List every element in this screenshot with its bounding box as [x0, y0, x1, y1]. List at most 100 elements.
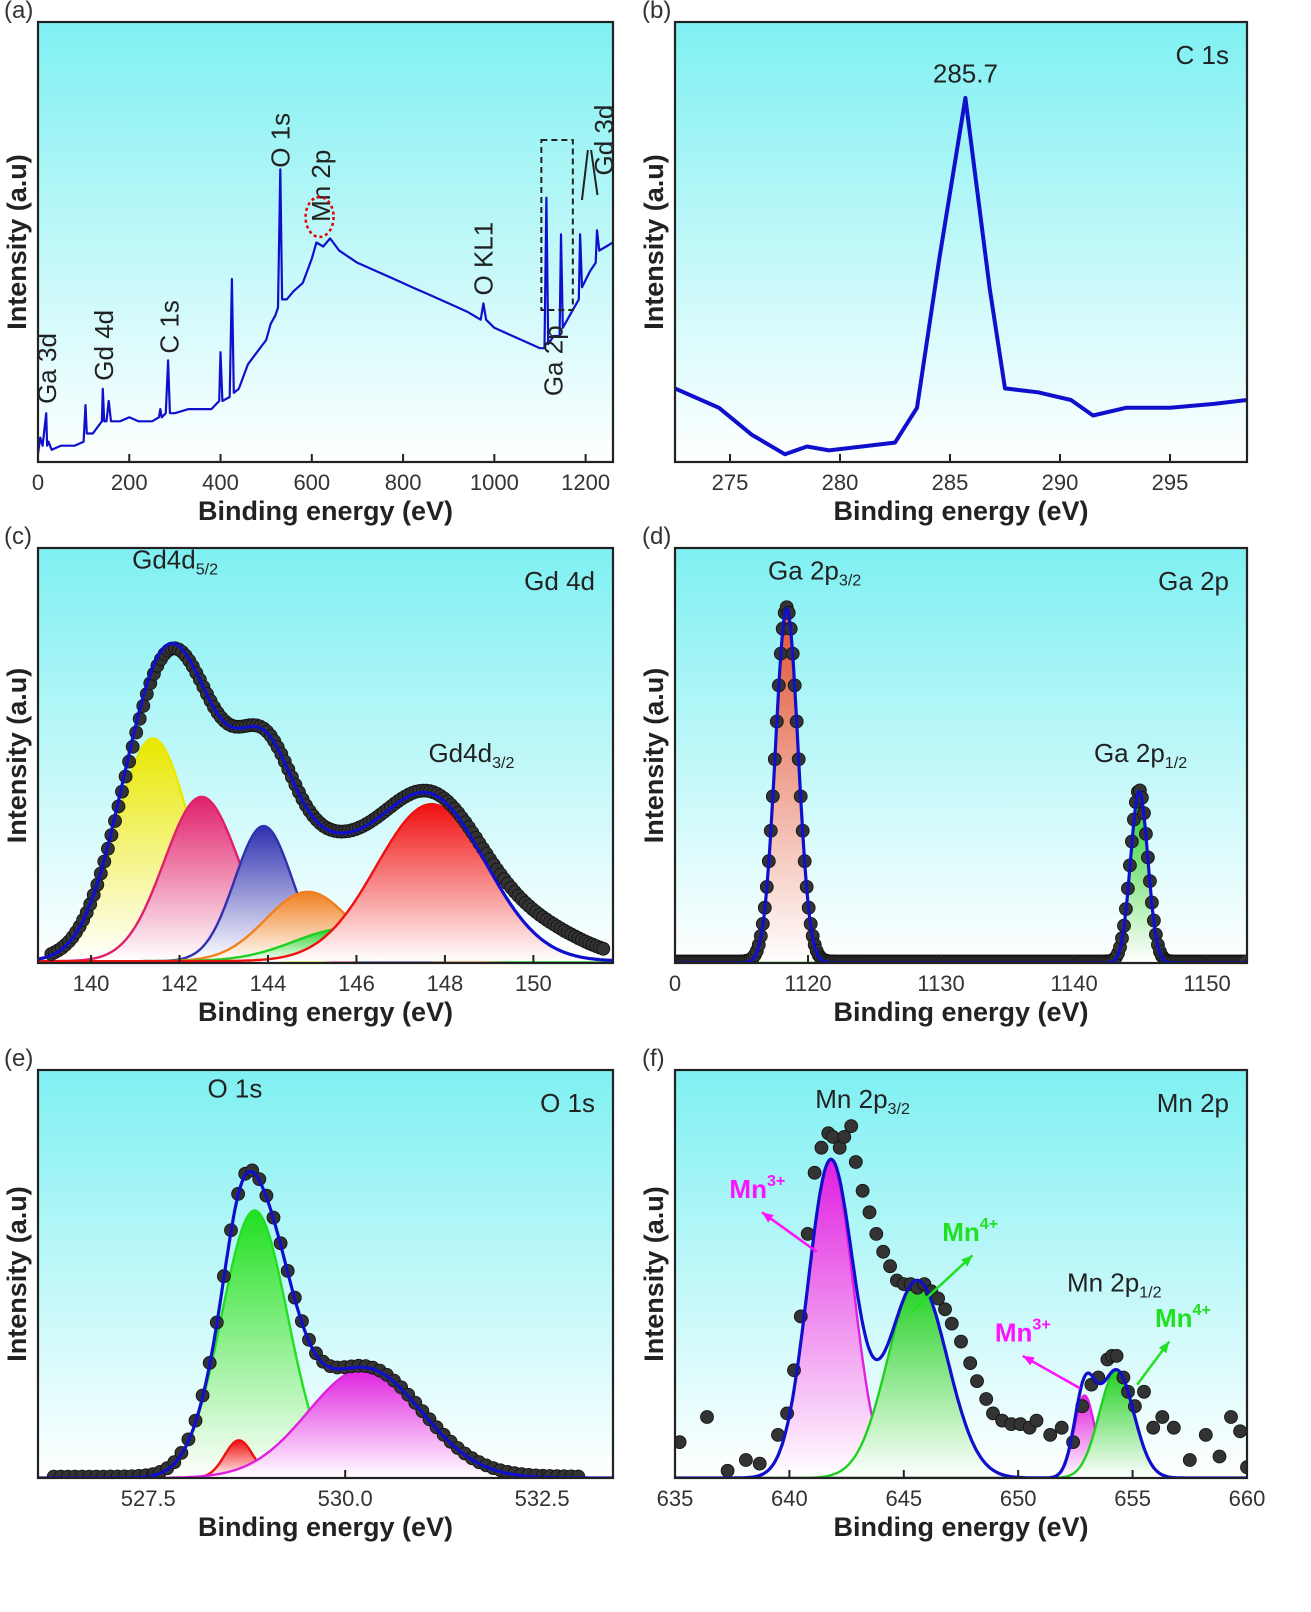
- panel-label: (e): [4, 1045, 33, 1072]
- data-point: [807, 1165, 822, 1180]
- fit-envelope: [675, 1157, 1247, 1478]
- data-point: [970, 1374, 984, 1388]
- x-tick-label: 140: [73, 971, 110, 996]
- data-point: [720, 1463, 735, 1478]
- y-axis-label: Intensity (a.u): [2, 668, 32, 844]
- peak-fill-0: [675, 1162, 1247, 1478]
- peak-fill-1: [675, 791, 1247, 963]
- peak-annotation: Mn 2p1/2: [1067, 1267, 1162, 1301]
- annotation-arrow: [909, 1254, 974, 1314]
- data-point: [1198, 1428, 1213, 1442]
- axes-frame: [36, 1068, 615, 1480]
- peak-annotation: O 1s: [207, 1073, 262, 1103]
- peak-annotation: Ga 2p3/2: [768, 556, 861, 590]
- peak-annotation: Ga 2p1/2: [1094, 738, 1187, 772]
- panel-label: (d): [642, 523, 671, 550]
- panel-d: (d) 1120 1130 1140 1150 0 Binding energy (eV) I…: [639, 523, 1249, 1027]
- x-axis-label: Binding energy (eV): [833, 1512, 1088, 1542]
- panel-label: (f): [642, 1045, 665, 1072]
- peak-annotation: Mn 2p: [306, 150, 336, 222]
- peak-fill-2: [38, 1368, 613, 1478]
- data-point: [862, 1205, 877, 1220]
- data-point: [954, 1334, 968, 1349]
- x-tick-label: 280: [822, 470, 859, 495]
- x-tick-label: 1140: [1050, 971, 1097, 996]
- data-point: [944, 1316, 959, 1331]
- peak-annotation: Mn 2p3/2: [815, 1084, 910, 1118]
- y-axis-label: Intensity (a.u): [639, 154, 669, 330]
- data-point: [1182, 1453, 1197, 1467]
- data-point: [837, 1130, 852, 1144]
- x-tick-label: 635: [657, 1486, 694, 1511]
- peak-fill-1: [675, 1280, 1247, 1478]
- peak-annotation: Mn4+: [1155, 1301, 1211, 1333]
- data-point: [869, 1227, 884, 1241]
- data-point: [814, 1140, 829, 1155]
- data-point: [675, 1435, 687, 1449]
- annotation-leader: [590, 149, 599, 196]
- x-tick-label: 1130: [917, 971, 964, 996]
- arrow-head: [761, 1212, 774, 1223]
- peak-annotation: Gd 4d: [89, 310, 119, 381]
- series-line-0: [675, 96, 1247, 457]
- peak-fill-5: [38, 804, 613, 962]
- data-point: [848, 1155, 863, 1169]
- data-point: [1137, 1384, 1151, 1399]
- x-tick-label: 1000: [470, 470, 519, 495]
- peak-annotation: Mn4+: [942, 1215, 998, 1247]
- data-point: [855, 1183, 870, 1198]
- panel-title: Gd 4d: [524, 566, 595, 596]
- data-point: [739, 1453, 753, 1467]
- peak-annotation: O KL1: [468, 222, 498, 296]
- y-axis-label: Intensity (a.u): [2, 154, 32, 330]
- series-line-0: [38, 168, 613, 455]
- arrow-head: [961, 1255, 973, 1267]
- highlight-box: [540, 139, 574, 311]
- peak-fill-0: [675, 608, 1247, 963]
- data-point: [876, 1244, 891, 1259]
- axes-frame: [673, 1068, 1249, 1480]
- fit-envelope: [675, 605, 1247, 963]
- x-tick-label: 660: [1229, 1486, 1266, 1511]
- data-point: [1029, 1413, 1044, 1428]
- peak-annotation: Ga 3d: [32, 333, 62, 404]
- peak-annotation: 285.7: [933, 59, 998, 89]
- y-axis-label: Intensity (a.u): [639, 668, 669, 844]
- data-point: [986, 1406, 1000, 1421]
- fit-envelope: [38, 641, 613, 962]
- data-point: [752, 1456, 767, 1471]
- x-tick-label: 600: [293, 470, 330, 495]
- x-tick-label: 148: [427, 971, 464, 996]
- peak-fill-1: [38, 796, 613, 962]
- arrow-head: [1158, 1341, 1170, 1354]
- data-point: [1240, 1460, 1247, 1475]
- x-tick-label: 144: [250, 971, 287, 996]
- panel-title: C 1s: [1176, 40, 1229, 70]
- x-tick-label: 150: [515, 971, 552, 996]
- data-point: [1109, 1349, 1124, 1363]
- panel-label: (b): [642, 0, 671, 24]
- x-tick-label: 0: [32, 470, 44, 495]
- plot-background: [38, 22, 613, 462]
- x-tick-label: 655: [1114, 1486, 1151, 1511]
- x-tick-label: 142: [161, 971, 198, 996]
- annotation-arrow: [761, 1211, 818, 1253]
- peak-annotation: C 1s: [154, 300, 184, 353]
- data-point: [979, 1392, 994, 1406]
- y-axis-label: Intensity (a.u): [2, 1186, 32, 1362]
- panel-title: Mn 2p: [1157, 1088, 1229, 1118]
- annotation-leader: [580, 149, 589, 201]
- data-point: [1212, 1449, 1227, 1464]
- data-point: [596, 941, 611, 956]
- panel-title: O 1s: [540, 1088, 595, 1118]
- data-point: [1155, 1410, 1170, 1424]
- x-axis-label: Binding energy (eV): [198, 1512, 453, 1542]
- peak-annotation: O 1s: [265, 113, 295, 168]
- x-tick-label: 400: [202, 470, 239, 495]
- x-tick-label: 146: [338, 971, 375, 996]
- axes-frame: [36, 546, 615, 965]
- data-point: [1043, 1428, 1058, 1442]
- data-point: [938, 1302, 952, 1317]
- peak-annotation: Mn3+: [729, 1172, 785, 1204]
